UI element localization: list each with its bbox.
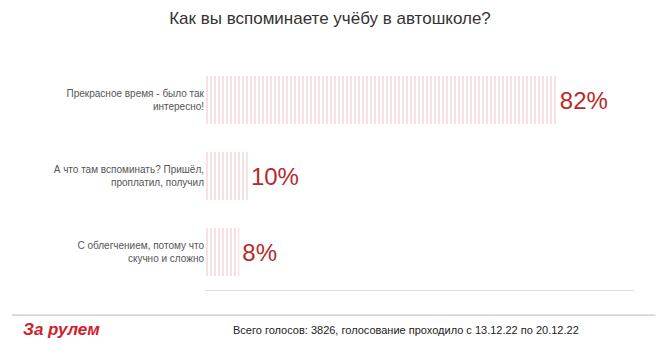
svg-text:10%: 10% (251, 163, 299, 190)
svg-text:Всего голосов: 3826, голосован: Всего голосов: 3826, голосование проходи… (233, 324, 579, 336)
svg-text:82%: 82% (560, 87, 608, 114)
svg-text:А что там вспоминать? Пришёл,п: А что там вспоминать? Пришёл,проплатил, … (54, 164, 204, 188)
svg-text:8%: 8% (242, 239, 277, 266)
svg-text:С облегчением, потому чтоскучн: С облегчением, потому чтоскучно и сложно (77, 240, 204, 264)
svg-text:Прекрасное время - было такинт: Прекрасное время - было такинтересно! (67, 88, 205, 112)
svg-text:Как вы вспоминаете учёбу в авт: Как вы вспоминаете учёбу в автошколе? (169, 9, 491, 28)
svg-text:За рулем: За рулем (23, 320, 100, 339)
